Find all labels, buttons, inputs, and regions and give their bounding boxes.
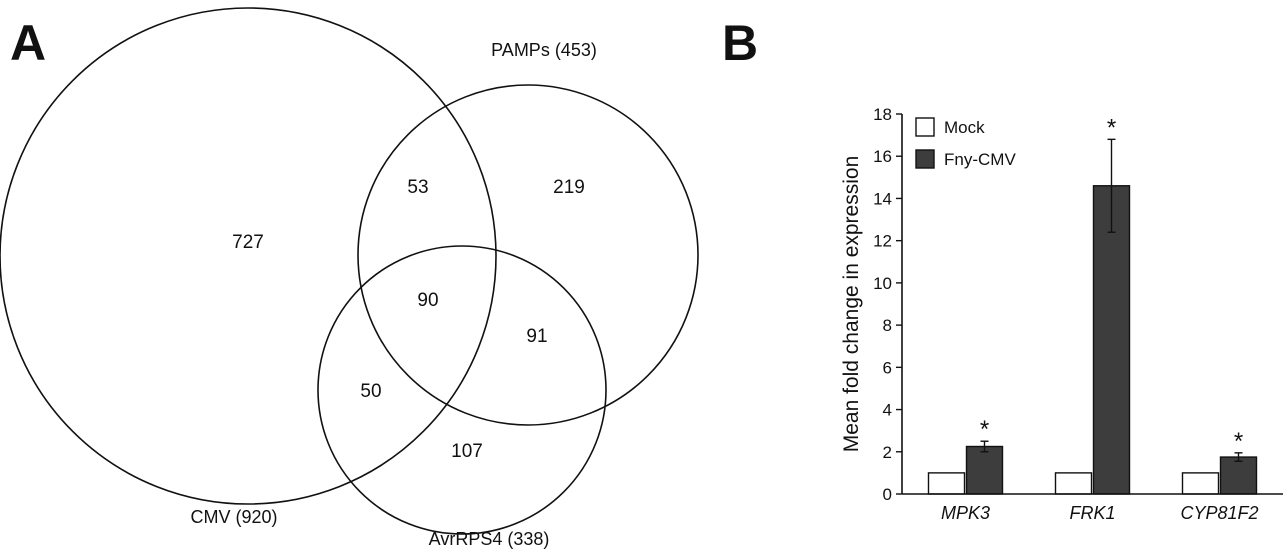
error-bars	[980, 138, 1243, 462]
significance-star: *	[1234, 428, 1243, 455]
venn-diagram: A 727 53 219 90 91 50 107 PAMPs (453) CM…	[0, 7, 699, 549]
venn-count-cmv-only: 727	[232, 232, 264, 253]
category-labels: MPK3 FRK1 CYP81F2	[941, 503, 1259, 523]
legend-label-mock: Mock	[944, 118, 985, 137]
venn-label-avrrps4: AvrRPS4 (338)	[429, 529, 550, 549]
venn-count-all-three: 90	[417, 290, 438, 311]
y-tick-label: 0	[883, 485, 892, 504]
y-tick-label: 12	[873, 232, 892, 251]
venn-count-pamps-only: 219	[553, 177, 585, 198]
bar-chart: B Mean fold change in expression 0 2 4 6 8 10…	[722, 15, 1283, 523]
y-tick-label: 6	[883, 358, 892, 377]
venn-circle-cmv	[0, 7, 497, 505]
bar-fny-cmv-frk1	[1092, 185, 1131, 495]
panel-label-a: A	[10, 15, 46, 71]
venn-circle-avrrps4	[317, 245, 607, 535]
y-ticks: 0 2 4 6 8 10 12 14 16 18	[873, 105, 902, 504]
category-label: FRK1	[1069, 503, 1115, 523]
venn-circle-pamps	[357, 84, 699, 426]
venn-count-cmv-pamps: 53	[407, 177, 428, 198]
venn-count-pamps-avrrps4: 91	[526, 326, 547, 347]
venn-label-cmv: CMV (920)	[190, 507, 277, 527]
legend-swatch-mock	[915, 117, 935, 137]
y-tick-label: 14	[873, 189, 892, 208]
bar-fny-cmv-cyp81f2	[1219, 456, 1258, 495]
significance-star: *	[1107, 114, 1116, 141]
panel-label-b: B	[722, 15, 758, 71]
bar-mock-mpk3	[927, 472, 966, 495]
category-label: MPK3	[941, 503, 990, 523]
significance-markers: * * *	[980, 114, 1243, 455]
y-tick-label: 10	[873, 274, 892, 293]
bars	[927, 185, 1258, 495]
y-tick-label: 2	[883, 443, 892, 462]
bar-fny-cmv-mpk3	[965, 445, 1004, 495]
bar-mock-frk1	[1054, 472, 1093, 495]
venn-count-avrrps4-only: 107	[451, 441, 483, 462]
legend: Mock Fny-CMV	[915, 117, 1016, 169]
y-tick-label: 18	[873, 105, 892, 124]
bar-mock-cyp81f2	[1181, 472, 1220, 495]
venn-label-pamps: PAMPs (453)	[491, 40, 597, 60]
legend-label-fny-cmv: Fny-CMV	[944, 150, 1016, 169]
y-tick-label: 4	[883, 401, 892, 420]
category-label: CYP81F2	[1180, 503, 1258, 523]
significance-star: *	[980, 416, 989, 443]
y-axis-label: Mean fold change in expression	[840, 156, 863, 453]
legend-swatch-fny-cmv	[915, 149, 935, 169]
y-tick-label: 8	[883, 316, 892, 335]
venn-count-cmv-avrrps4: 50	[360, 381, 381, 402]
y-tick-label: 16	[873, 147, 892, 166]
